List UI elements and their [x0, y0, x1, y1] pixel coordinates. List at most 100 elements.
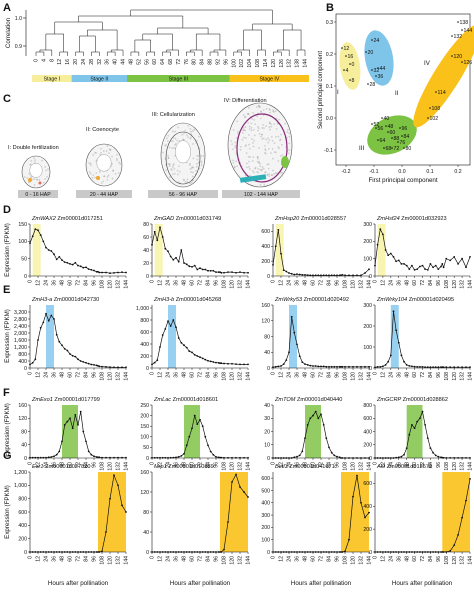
series-line	[375, 311, 470, 367]
data-point	[101, 550, 103, 552]
xtick-label: 60	[412, 280, 418, 286]
highlight-band	[184, 405, 200, 458]
ytick-label: 160	[18, 403, 27, 409]
data-point	[175, 257, 177, 259]
xtick-label: 12	[381, 372, 387, 378]
data-point	[196, 355, 198, 357]
xtick-label: 36	[174, 372, 180, 378]
data-point	[48, 456, 50, 458]
ytick-label: 0	[146, 456, 149, 462]
data-point	[196, 269, 198, 271]
data-point	[393, 551, 395, 553]
data-point	[72, 551, 74, 553]
data-point	[443, 266, 445, 268]
data-point	[180, 551, 182, 553]
data-point	[379, 228, 381, 230]
data-point	[191, 427, 193, 429]
xtick-label: 96	[92, 280, 98, 286]
data-point	[416, 551, 418, 553]
data-point	[283, 269, 285, 271]
data-point	[285, 271, 287, 273]
data-point	[331, 551, 333, 553]
data-point	[374, 367, 376, 369]
xtick-label: 96	[335, 280, 341, 286]
data-point	[239, 457, 241, 459]
data-point	[401, 263, 403, 265]
data-point	[341, 457, 343, 459]
data-point	[231, 457, 233, 459]
x-axis-label: Hours after pollination	[170, 580, 231, 587]
ytick-label: 0	[24, 550, 27, 556]
data-point	[183, 453, 185, 455]
x-axis-label: Hours after pollination	[291, 580, 352, 587]
data-point	[445, 366, 447, 368]
data-point	[408, 268, 410, 270]
xtick-label: 48	[404, 280, 410, 286]
data-point	[317, 366, 319, 368]
gene-name: ZmH3-a	[31, 297, 54, 303]
highlight-band	[220, 472, 248, 552]
data-point	[291, 316, 293, 318]
xtick-label: 36	[174, 556, 180, 562]
data-point	[465, 500, 467, 502]
data-point	[356, 366, 358, 368]
data-point	[360, 457, 362, 459]
data-point	[117, 484, 119, 486]
ytick-label: 50	[143, 445, 149, 451]
data-point	[56, 551, 58, 553]
xtick-label: 96	[214, 280, 220, 286]
data-point	[387, 361, 389, 363]
data-point	[393, 310, 395, 312]
data-point	[312, 415, 314, 417]
data-point	[109, 366, 111, 368]
xtick-label: 144	[124, 556, 130, 565]
data-point	[80, 360, 82, 362]
data-point	[40, 234, 42, 236]
data-point	[283, 363, 285, 365]
data-point	[328, 366, 330, 368]
data-point	[215, 551, 217, 553]
xtick-label: 144	[468, 556, 474, 565]
data-point	[72, 264, 74, 266]
data-point	[93, 364, 95, 366]
data-point	[204, 269, 206, 271]
gene-id: Zm00001d031749	[176, 216, 221, 222]
ytick-label: 100	[261, 537, 270, 543]
gene-name: Betl3	[275, 464, 289, 470]
data-point	[293, 332, 295, 334]
data-point	[215, 456, 217, 458]
data-point	[325, 437, 327, 439]
ytick-label: 150	[140, 424, 149, 430]
xtick-label: 12	[158, 280, 164, 286]
xtick-label: 24	[287, 280, 293, 286]
xtick-label: 120	[230, 372, 236, 381]
xtick-label: 0	[150, 372, 156, 375]
row-ylabel: Expression (FPKM)	[4, 309, 11, 363]
data-point	[159, 551, 161, 553]
data-point	[341, 274, 343, 276]
xtick-label: 84	[428, 280, 434, 286]
xtick-label: 24	[287, 372, 293, 378]
data-point	[453, 544, 455, 546]
xtick-label: 12	[36, 556, 42, 562]
data-point	[445, 551, 447, 553]
data-point	[220, 551, 222, 553]
data-point	[341, 551, 343, 553]
data-point	[227, 271, 229, 273]
highlight-band	[168, 305, 176, 368]
data-point	[64, 424, 66, 426]
data-point	[374, 457, 376, 459]
data-point	[296, 273, 298, 275]
data-point	[315, 411, 317, 413]
data-point	[164, 328, 166, 330]
xtick-label: 36	[396, 556, 402, 562]
data-point	[422, 265, 424, 267]
ytick-label: 50	[21, 256, 27, 262]
data-point	[469, 366, 471, 368]
data-point	[291, 273, 293, 275]
data-point	[77, 551, 79, 553]
data-point	[453, 256, 455, 258]
data-point	[109, 272, 111, 274]
gene-name: Mrp1	[154, 464, 168, 470]
data-point	[69, 263, 71, 265]
